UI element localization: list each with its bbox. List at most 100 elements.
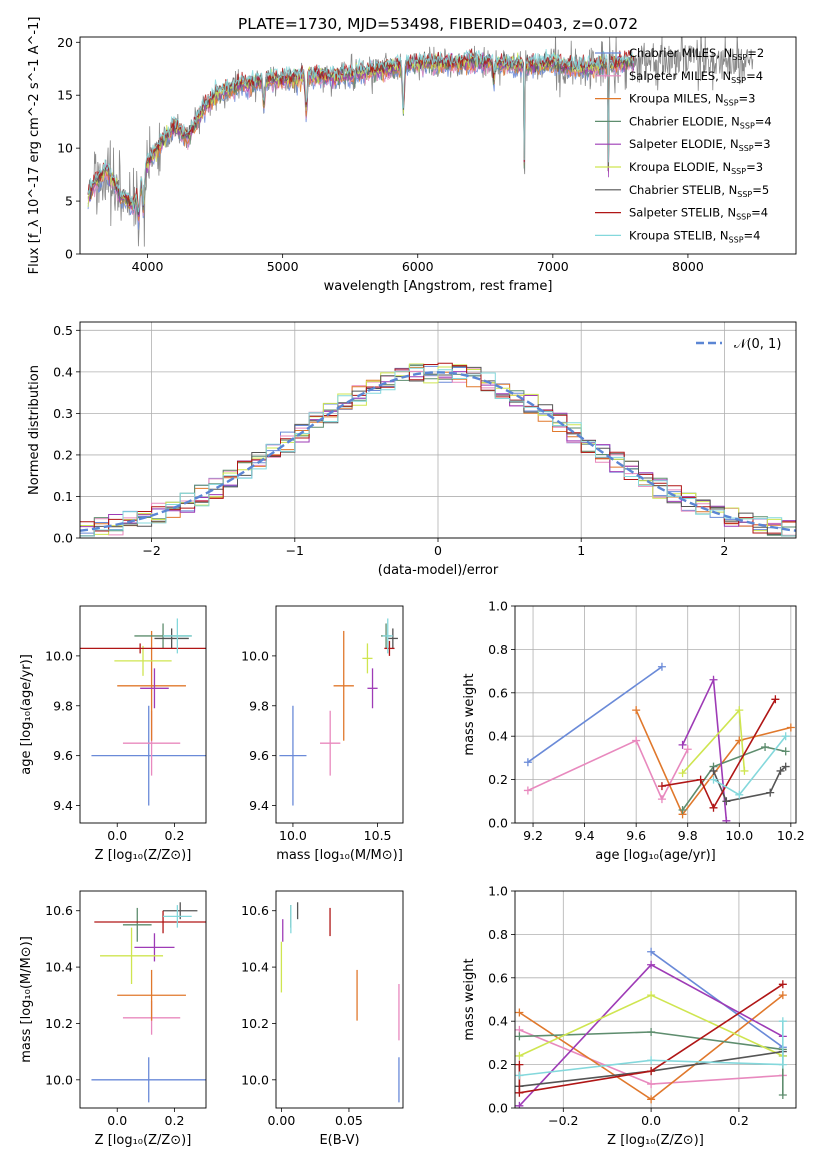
legend-label: Chabrier ELODIE, NSSP=4: [629, 114, 772, 130]
x-axis-label: mass [log₁₀(M/M⊙)]: [276, 848, 403, 863]
legend-label-sub: SSP: [739, 144, 754, 153]
legend-label-main: Salpeter MILES, N: [629, 69, 731, 83]
x-tick-label: 6000: [402, 259, 434, 274]
x-tick-label: 2: [720, 543, 728, 558]
plot-area: [279, 618, 398, 805]
legend-label-sub: SSP: [724, 99, 739, 108]
legend-label-tail: =3: [754, 137, 771, 151]
x-tick-label: 8000: [672, 259, 704, 274]
legend-label: Chabrier STELIB, NSSP=5: [629, 183, 769, 199]
x-axis-label: Z [log₁₀(Z/Z⊙)]: [95, 848, 192, 863]
legend-label-sub: SSP: [731, 167, 746, 176]
mass-weight-marker: [697, 776, 705, 784]
y-tick-label: 10.2: [45, 1016, 73, 1031]
y-tick-label: 0: [65, 247, 73, 262]
spectrum-legend: Chabrier MILES, NSSP=2Salpeter MILES, NS…: [595, 46, 772, 244]
legend-label-main: Chabrier MILES, N: [629, 46, 732, 60]
mass-weight-marker: [647, 1056, 655, 1064]
axes-frame: [515, 891, 796, 1108]
y-tick-label: 0.0: [488, 1101, 508, 1116]
mass-weight-line: [528, 667, 662, 762]
mass-weight-marker: [710, 804, 718, 812]
y-tick-label: 9.8: [249, 698, 269, 713]
y-tick-label: 10.0: [45, 648, 73, 663]
y-tick-label: 0.6: [488, 685, 508, 700]
mass-weight-marker: [647, 1028, 655, 1036]
weight-vs-age-panel: 9.2 9.4 9.6 9.8 10.0 10.20.00.20.40.60.81.0ag…: [462, 599, 805, 864]
x-tick-label: −1: [286, 543, 304, 558]
mass-weight-line: [714, 767, 786, 802]
axes-frame: [276, 606, 403, 823]
y-axis-label: mass weight: [462, 958, 477, 1040]
legend-label: Kroupa MILES, NSSP=3: [629, 92, 755, 108]
y-tick-label: 0.1: [53, 489, 73, 504]
legend-label-main: Salpeter ELODIE, N: [629, 137, 739, 151]
figure-title: PLATE=1730, MJD=53498, FIBERID=0403, z=0…: [238, 15, 638, 33]
y-tick-label: 10.2: [241, 1016, 269, 1031]
legend-label: Salpeter ELODIE, NSSP=3: [629, 137, 771, 153]
x-tick-label: 0.2: [729, 1113, 749, 1128]
mass-weight-marker: [722, 817, 730, 825]
x-tick-label: 9.6: [626, 828, 646, 843]
y-tick-label: 10.0: [45, 1072, 73, 1087]
y-tick-label: 0.8: [488, 927, 508, 942]
x-axis-label: E(B-V): [319, 1133, 359, 1148]
y-tick-label: 1.0: [488, 599, 508, 614]
axes-frame: [80, 891, 206, 1108]
y-tick-label: 0.0: [488, 816, 508, 831]
y-tick-label: 15: [57, 88, 73, 103]
mass-weight-marker: [787, 724, 795, 732]
x-tick-label: 9.4: [575, 828, 595, 843]
x-axis-label: age [log₁₀(age/yr)]: [595, 848, 716, 863]
mass-weight-marker: [658, 782, 666, 790]
mass-weight-marker: [779, 1017, 787, 1025]
y-tick-label: 10.0: [241, 648, 269, 663]
y-tick-label: 0.2: [53, 447, 73, 462]
mass-weight-line: [528, 741, 688, 800]
legend-label-sub: SSP: [731, 76, 746, 85]
mass-weight-marker: [632, 706, 640, 714]
y-tick-label: 0.6: [488, 970, 508, 985]
legend-label-main: Chabrier STELIB, N: [629, 183, 737, 197]
legend-label-tail: =4: [746, 69, 763, 83]
y-tick-label: 0.3: [53, 406, 73, 421]
y-tick-label: 10: [57, 141, 73, 156]
x-tick-label: 10.5: [364, 828, 392, 843]
mass-weight-marker: [779, 980, 787, 988]
mass-weight-marker: [632, 737, 640, 745]
x-tick-label: 7000: [537, 259, 569, 274]
y-tick-label: 5: [65, 194, 73, 209]
legend-label-main: Salpeter STELIB, N: [629, 206, 736, 220]
legend-label-tail: =5: [752, 183, 769, 197]
legend-label-sub: SSP: [732, 53, 747, 62]
mass-weight-marker: [779, 1091, 787, 1099]
legend-label-tail: =4: [755, 114, 772, 128]
x-tick-label: 9.2: [523, 828, 543, 843]
mass-weight-marker: [684, 745, 692, 753]
x-tick-label: 0: [434, 543, 442, 558]
mass-weight-marker: [647, 991, 655, 999]
legend-label-tail: =3: [739, 92, 756, 106]
mass-weight-marker: [515, 1052, 523, 1060]
mass-weight-marker: [710, 676, 718, 684]
x-tick-label: 10.2: [777, 828, 805, 843]
legend-label: Chabrier MILES, NSSP=2: [629, 46, 764, 62]
x-tick-label: 1: [577, 543, 585, 558]
mass-vs-metallicity-panel: 0.0 0.210.010.210.410.6Z [log₁₀(Z/Z⊙)]mas…: [19, 891, 232, 1148]
axes-frame: [276, 891, 403, 1108]
residuals-panel: −2 −1 0 1 2 0.0 0.1 0.2 0.3 0.4 0.5 (data-model)/er…: [27, 322, 796, 578]
mass-weight-marker: [740, 767, 748, 775]
spectrum-panel: 4000 5000 6000 7000 8000 0 5 10 15 20 wavelength […: [27, 17, 796, 294]
x-tick-label: 9.8: [678, 828, 698, 843]
y-tick-label: 20: [57, 35, 73, 50]
mass-weight-marker: [710, 767, 718, 775]
x-tick-label: 10.0: [279, 828, 307, 843]
x-tick-label: 4000: [132, 259, 164, 274]
y-tick-label: 9.8: [53, 698, 73, 713]
y-tick-label: 0.4: [488, 1014, 508, 1029]
x-tick-label: 0.0: [107, 1113, 127, 1128]
mass-weight-marker: [647, 1080, 655, 1088]
legend-label: Salpeter MILES, NSSP=4: [629, 69, 763, 85]
x-tick-label: 0.0: [107, 828, 127, 843]
